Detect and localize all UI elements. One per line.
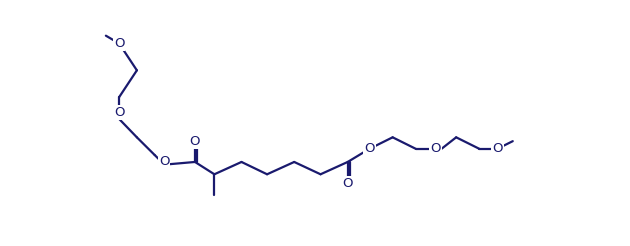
Text: O: O <box>190 135 200 148</box>
Text: O: O <box>159 155 169 169</box>
Text: O: O <box>364 142 375 155</box>
Text: O: O <box>343 177 353 190</box>
Text: O: O <box>114 37 124 50</box>
Text: O: O <box>114 106 124 119</box>
Text: O: O <box>430 142 440 155</box>
Text: O: O <box>492 142 503 155</box>
